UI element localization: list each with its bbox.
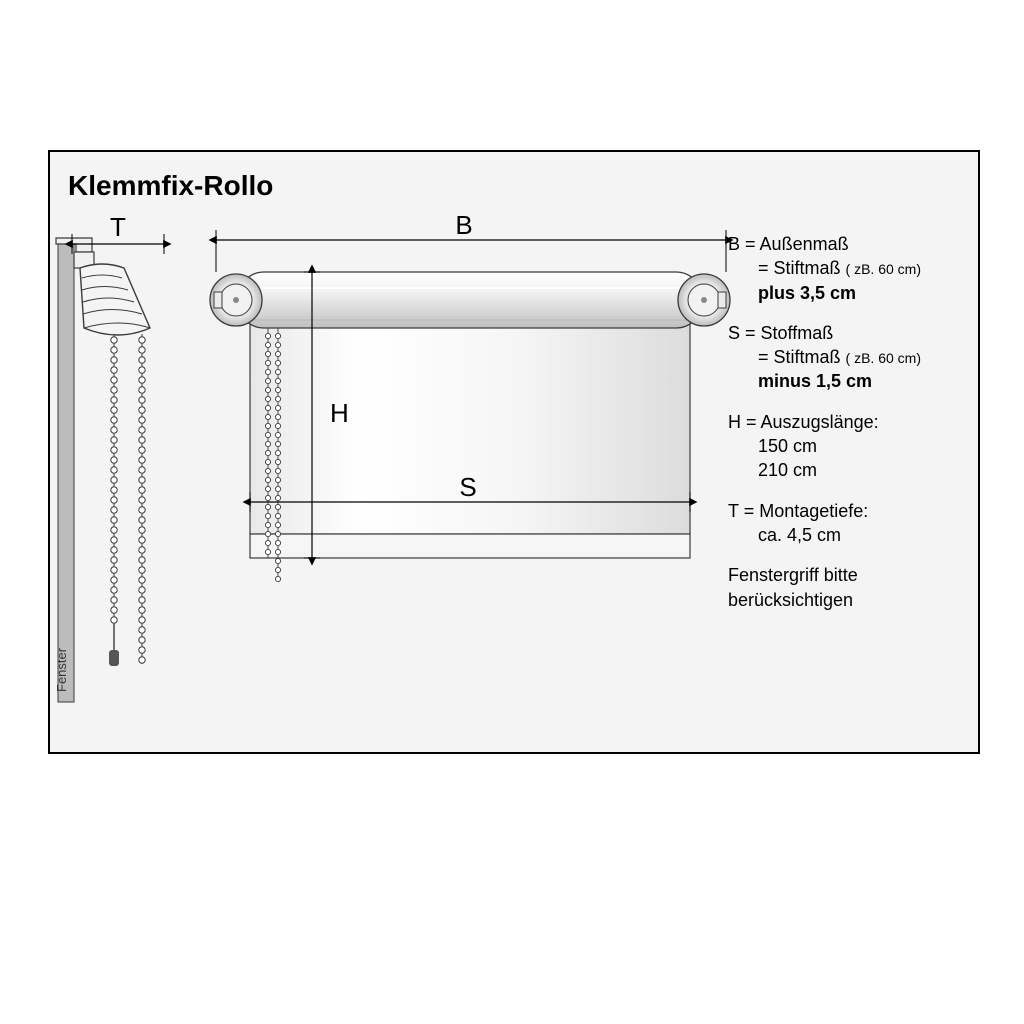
legend-H-eq: = Auszugslänge: [746, 412, 879, 432]
legend-S-key: S [728, 323, 740, 343]
legend-B-key: B [728, 234, 740, 254]
legend-B-sub2: plus 3,5 cm [758, 283, 856, 303]
legend-T: T = Montagetiefe: ca. 4,5 cm [728, 499, 958, 548]
dim-label-S: S [459, 472, 476, 502]
legend-S-eq: = Stoffmaß [745, 323, 833, 343]
legend-note1: Fenstergriff bitte [728, 565, 858, 585]
legend-B-eq: = Außenmaß [745, 234, 849, 254]
legend-B-sub1: = Stiftmaß [758, 258, 846, 278]
legend-note: Fenstergriff bitte berücksichtigen [728, 563, 958, 612]
legend-S: S = Stoffmaß = Stiftmaß ( zB. 60 cm) min… [728, 321, 958, 394]
dim-label-T: T [110, 212, 126, 242]
fenster-label: Fenster [54, 647, 69, 692]
legend-H: H = Auszugslänge: 150 cm 210 cm [728, 410, 958, 483]
legend-T-v1: ca. 4,5 cm [758, 525, 841, 545]
legend-T-key: T [728, 501, 739, 521]
legend-note2: berücksichtigen [728, 590, 853, 610]
dim-B: B [216, 210, 726, 272]
legend-T-eq: = Montagetiefe: [744, 501, 869, 521]
legend-B: B = Außenmaß = Stiftmaß ( zB. 60 cm) plu… [728, 232, 958, 305]
legend-S-sub2: minus 1,5 cm [758, 371, 872, 391]
legend-S-sub1-small: ( zB. 60 cm) [846, 350, 921, 366]
dim-label-H: H [330, 398, 349, 428]
legend-H-key: H [728, 412, 741, 432]
legend: B = Außenmaß = Stiftmaß ( zB. 60 cm) plu… [728, 232, 958, 628]
side-view: Fenster [54, 238, 150, 702]
technical-drawing: Fenster [68, 212, 728, 732]
legend-B-sub1-small: ( zB. 60 cm) [846, 261, 921, 277]
diagram-title: Klemmfix-Rollo [68, 170, 273, 202]
legend-S-sub1: = Stiftmaß [758, 347, 846, 367]
legend-H-v1: 150 cm [758, 436, 817, 456]
front-view [210, 272, 730, 582]
diagram-frame: Klemmfix-Rollo [48, 150, 980, 754]
legend-H-v2: 210 cm [758, 460, 817, 480]
dim-label-B: B [455, 210, 472, 240]
bead-chain [109, 334, 145, 666]
